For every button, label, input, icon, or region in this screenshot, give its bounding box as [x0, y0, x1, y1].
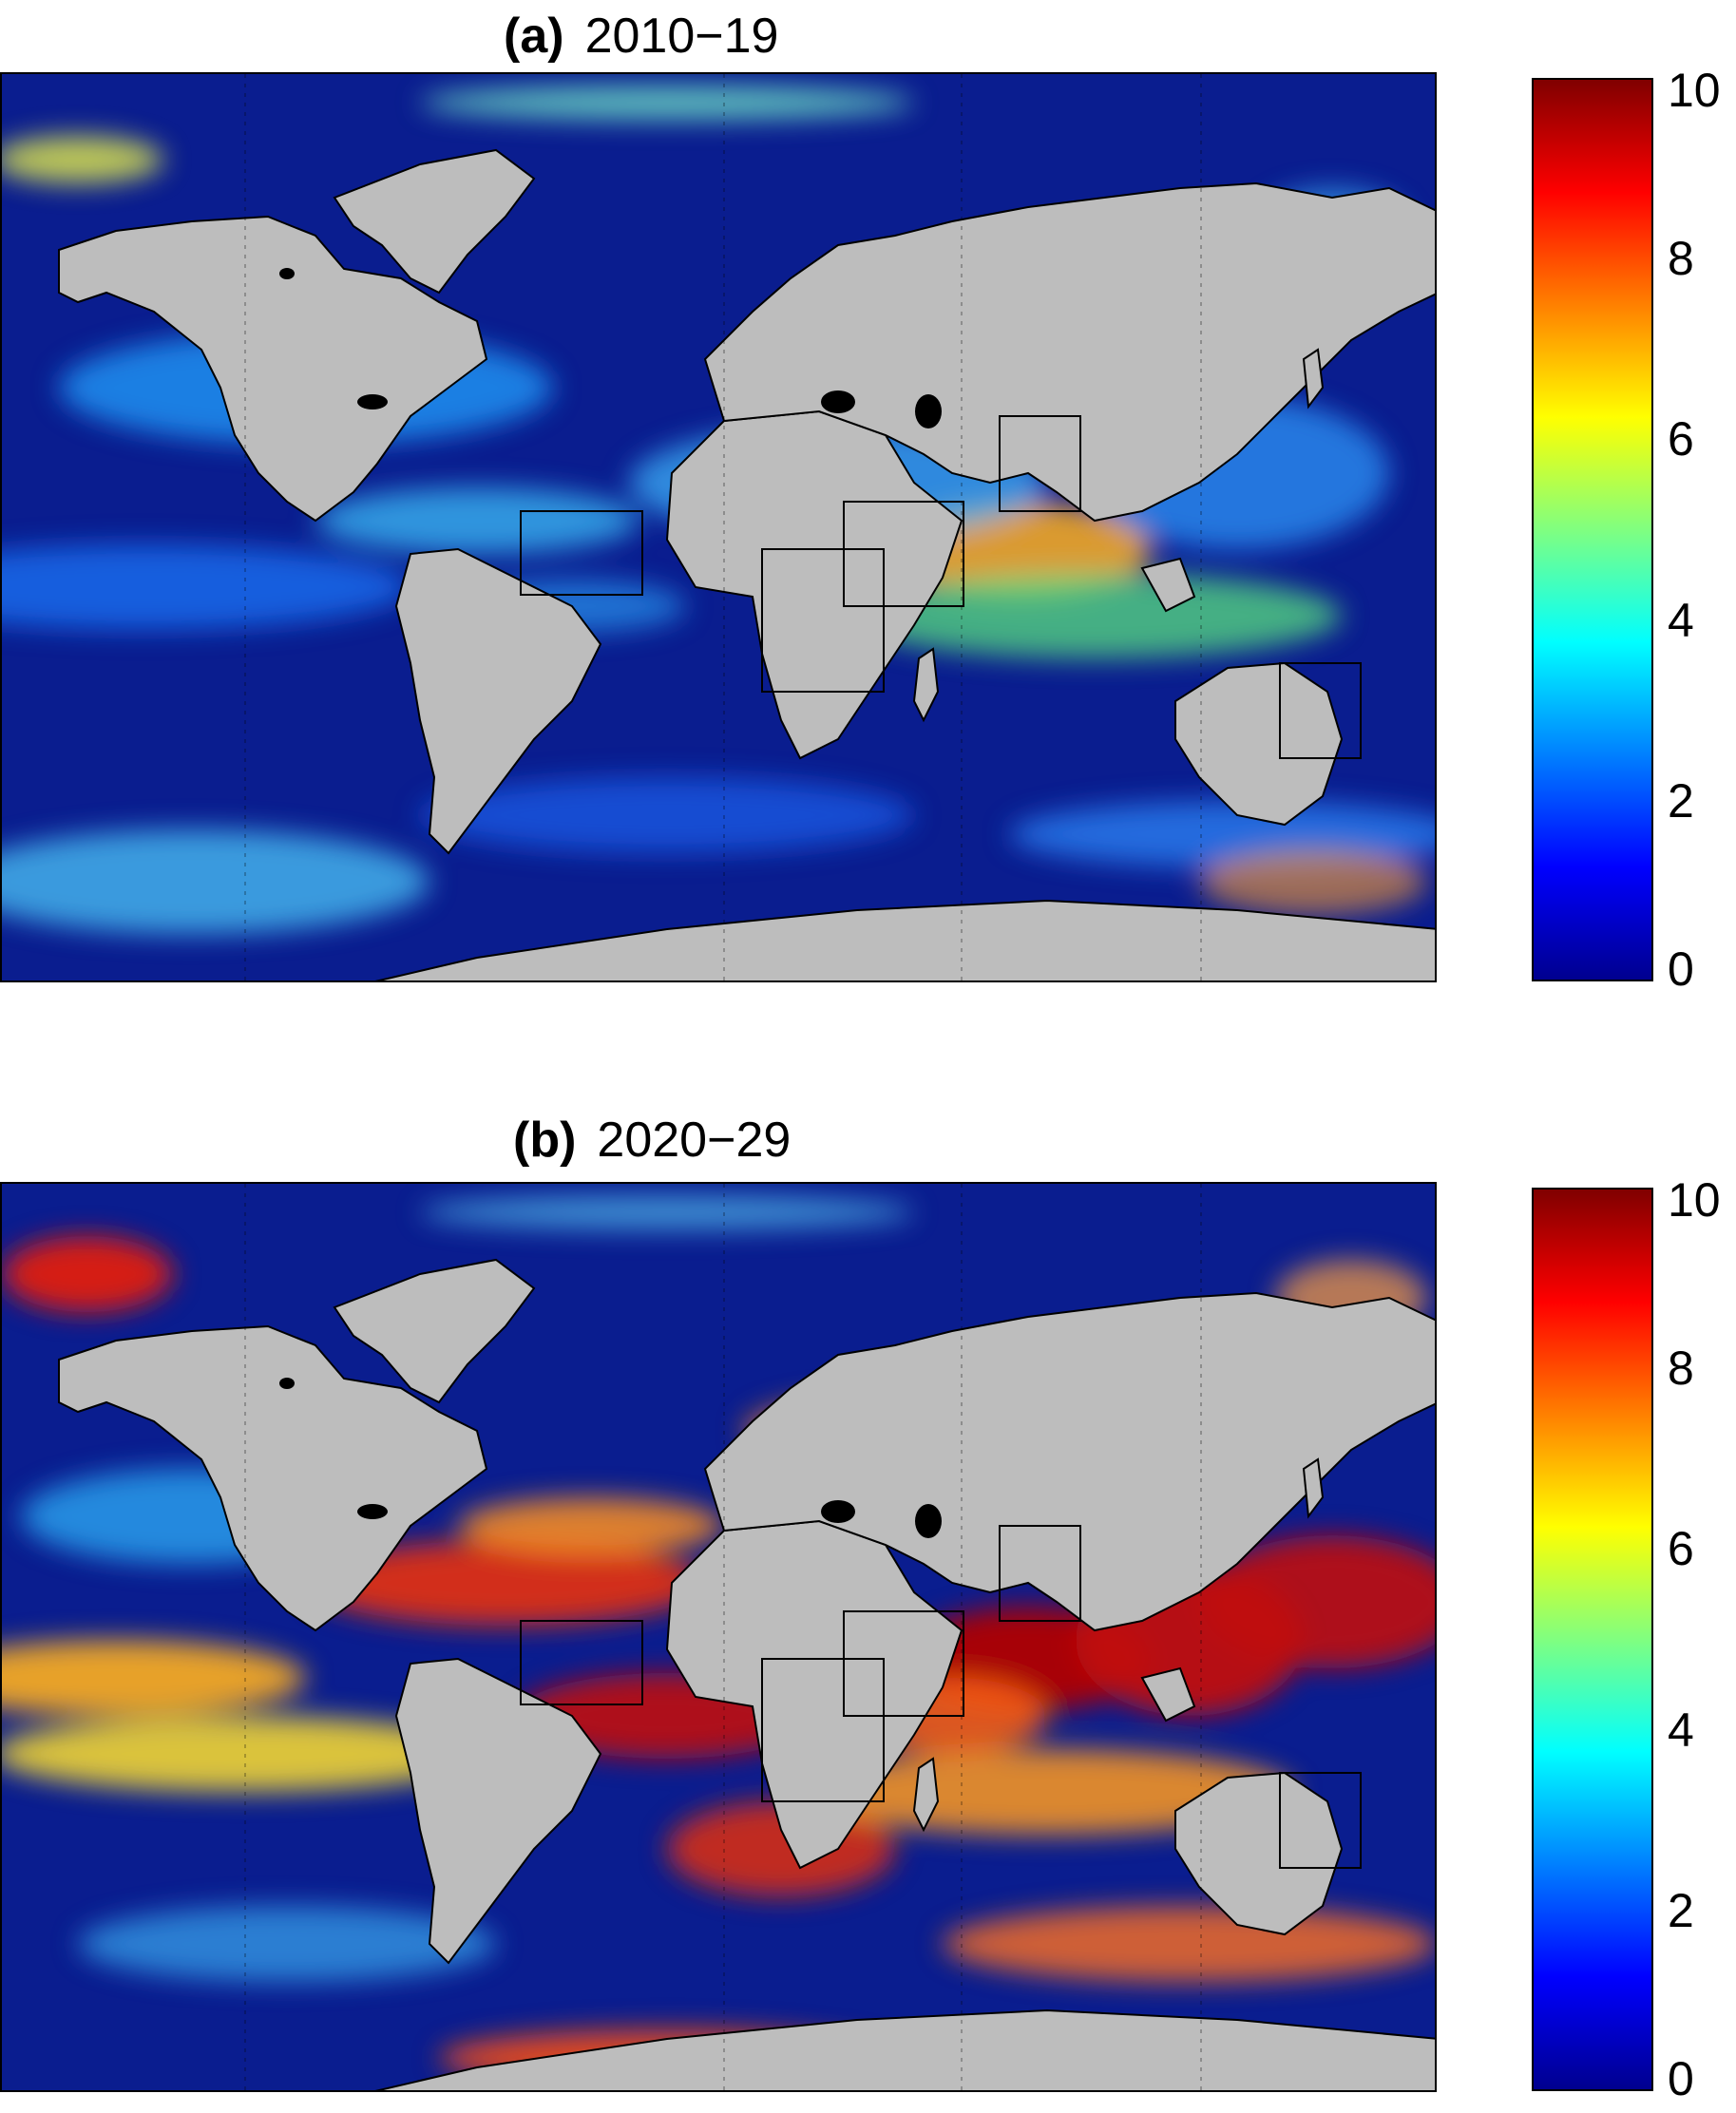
region-box-east-africa	[843, 501, 964, 607]
region-box-bay-of-bengal	[999, 1525, 1081, 1622]
north-america	[58, 215, 488, 523]
colorbar-tick-label: 0	[1668, 2052, 1694, 2105]
panel-a-map	[0, 72, 1437, 982]
region-box-south-africa	[761, 1658, 885, 1802]
africa	[665, 409, 963, 760]
panel-a-land	[58, 148, 1435, 980]
panel-b-colorbar	[1532, 1188, 1653, 2091]
south-america	[394, 547, 602, 855]
colorbar-tick-label: 2	[1668, 773, 1694, 828]
borneo	[1140, 1666, 1196, 1723]
region-box-bay-of-bengal	[999, 415, 1081, 512]
panel-a-colorbar	[1532, 78, 1653, 981]
panel-b-title: (b) 2020−29	[513, 1112, 791, 1169]
colorbar-tick-label: 10	[1668, 64, 1721, 117]
panel-a-region-boxes	[520, 415, 1362, 759]
panel-a-letter: (a)	[504, 9, 564, 64]
panel-b-colorbar-gradient	[1534, 1190, 1651, 2089]
south-america	[394, 1657, 602, 1965]
panel-a-field	[2, 86, 1435, 934]
antarctica	[374, 2008, 1435, 2090]
greenland	[333, 1258, 536, 1404]
madagascar	[912, 1757, 940, 1833]
panel-a-colorbar-gradient	[1534, 80, 1651, 980]
australia	[1174, 661, 1344, 827]
colorbar-tick-label: 8	[1668, 232, 1694, 286]
region-box-south-america	[520, 1620, 643, 1705]
borneo	[1140, 557, 1196, 613]
region-box-australia	[1279, 662, 1362, 759]
japan	[1302, 1457, 1325, 1519]
greenland	[333, 148, 536, 295]
region-box-australia	[1279, 1772, 1362, 1869]
colorbar-tick-label: 4	[1668, 593, 1694, 647]
japan	[1302, 348, 1325, 409]
panel-a-period: 2010−19	[584, 9, 779, 64]
australia	[1174, 1771, 1344, 1936]
panel-b-period: 2020−29	[597, 1113, 792, 1168]
colorbar-tick-label: 8	[1668, 1342, 1694, 1396]
panel-b-land	[58, 1258, 1435, 2090]
region-box-south-america	[520, 510, 643, 596]
panel-a-title: (a) 2010−19	[504, 8, 778, 65]
colorbar-tick-label: 10	[1668, 1173, 1721, 1227]
region-box-south-africa	[761, 548, 885, 693]
panel-b-map	[0, 1182, 1437, 2092]
eurasia	[703, 181, 1435, 523]
madagascar	[912, 647, 940, 723]
colorbar-tick-label: 2	[1668, 1883, 1694, 1937]
north-america	[58, 1324, 488, 1632]
colorbar-tick-label: 0	[1668, 942, 1694, 996]
region-box-east-africa	[843, 1610, 964, 1717]
antarctica	[374, 899, 1435, 980]
panel-a-map-svg	[2, 74, 1435, 980]
panel-b-lakes	[279, 1378, 942, 1538]
panel-a-lakes	[279, 268, 942, 428]
colorbar-tick-label: 4	[1668, 1703, 1694, 1757]
colorbar-tick-label: 6	[1668, 412, 1694, 466]
panel-b-region-boxes	[520, 1525, 1362, 1869]
eurasia	[703, 1291, 1435, 1632]
panel-b-map-svg	[2, 1184, 1435, 2090]
panel-b-letter: (b)	[513, 1113, 577, 1168]
africa	[665, 1519, 963, 1870]
colorbar-tick-label: 6	[1668, 1522, 1694, 1576]
